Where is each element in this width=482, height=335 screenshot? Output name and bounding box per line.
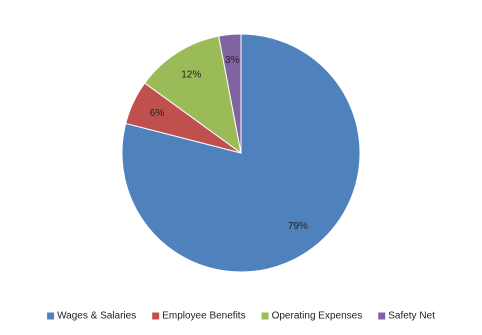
legend-swatch [378,312,386,320]
legend-label: Wages & Salaries [57,311,136,322]
legend-swatch [261,312,269,320]
data-label: 12% [181,69,201,80]
legend: Wages & Salaries Employee Benefits Operati… [47,311,435,322]
data-label: 6% [150,108,165,119]
pie-slice [218,33,242,154]
legend-swatch [47,312,55,320]
legend-label: Safety Net [388,311,435,322]
data-label: 79% [288,221,308,232]
legend-label: Employee Benefits [162,311,245,322]
data-label: 3% [225,55,240,66]
legend-label: Operating Expenses [272,311,363,322]
pie-slice [144,35,242,155]
legend-swatch [152,312,160,320]
